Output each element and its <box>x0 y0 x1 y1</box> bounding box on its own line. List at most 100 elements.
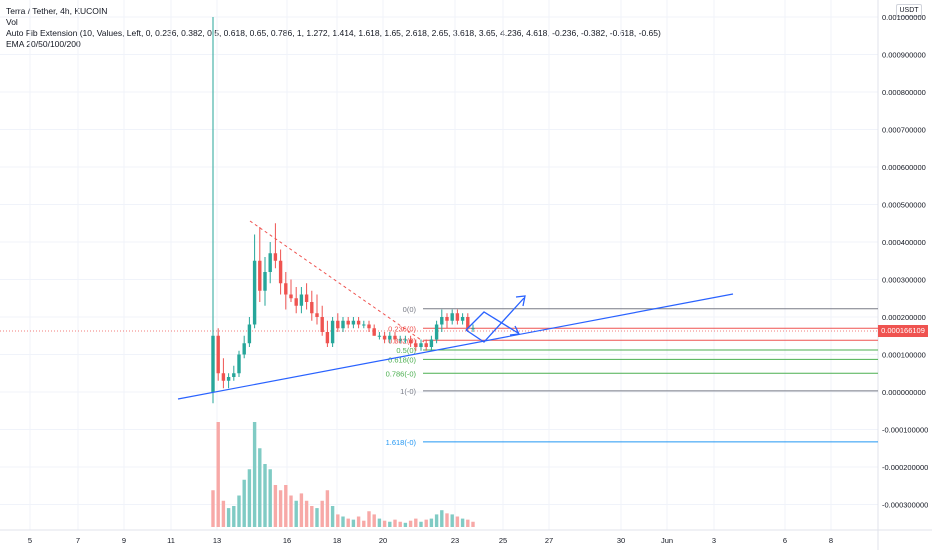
y-tick-label: 0.000200000 <box>882 313 926 322</box>
fib-level-label: 0.236(0) <box>388 324 416 333</box>
volume-bar <box>247 469 252 527</box>
legend-fib[interactable]: Auto Fib Extension (10, Values, Left, 0,… <box>6 28 661 38</box>
y-tick-label: -0.000100000 <box>882 426 928 435</box>
y-tick-label: -0.000200000 <box>882 463 928 472</box>
projection-path-up <box>465 297 525 343</box>
fib-level-label: 0.5(0) <box>396 346 416 355</box>
volume-bar <box>299 493 304 527</box>
candle-body <box>460 317 465 321</box>
x-tick-label: Jun <box>661 536 673 545</box>
candle-body <box>289 294 293 299</box>
fib-level-label: 1.618(-0) <box>386 438 417 447</box>
volume-bar <box>455 516 460 527</box>
volume-bar <box>294 500 298 527</box>
candle-body <box>237 354 241 374</box>
volume-bar <box>232 506 236 527</box>
descending-dashed-line <box>249 220 425 343</box>
volume-bar <box>258 448 262 527</box>
volume-bar <box>466 519 470 527</box>
candle-body <box>258 260 262 291</box>
legend-symbol[interactable]: Terra / Tether, 4h, KUCOIN <box>6 6 108 16</box>
candle-body <box>362 324 366 326</box>
arrow-head-down <box>509 325 520 336</box>
fib-level-label: 0.786(-0) <box>386 369 417 378</box>
candle-body <box>419 343 423 347</box>
chart-legend: Terra / Tether, 4h, KUCOIN Vol Auto Fib … <box>6 6 661 50</box>
volume-bar <box>414 518 418 527</box>
volume-bar <box>440 510 444 527</box>
volume-bar <box>304 500 309 527</box>
volume-bar <box>330 506 335 527</box>
y-tick-label: 0.000400000 <box>882 238 926 247</box>
x-tick-label: 3 <box>712 536 716 545</box>
volume-bar <box>346 518 350 527</box>
volume-bar <box>398 521 402 527</box>
candle-body <box>450 313 454 321</box>
candle-body <box>403 339 408 341</box>
volume-bar <box>377 518 382 527</box>
x-tick-label: 13 <box>213 536 221 545</box>
volume-bar <box>278 490 283 527</box>
volume-bar <box>429 518 434 527</box>
candle-body <box>325 332 330 344</box>
candle-body <box>299 294 304 306</box>
volume-bar <box>226 508 231 527</box>
candle-body <box>351 320 356 325</box>
fib-level-label: 0.618(0) <box>388 355 416 364</box>
volume-bar <box>273 485 278 527</box>
y-tick-label: -0.000300000 <box>882 501 928 510</box>
volume-bar <box>325 490 330 527</box>
candle-body <box>310 302 314 314</box>
currency-unit-badge[interactable]: USDT <box>896 4 922 17</box>
volume-bar <box>424 519 428 527</box>
x-tick-label: 18 <box>333 536 341 545</box>
candle-body <box>216 335 220 374</box>
x-tick-label: 5 <box>28 536 32 545</box>
candle-body <box>429 339 434 347</box>
legend-volume[interactable]: Vol <box>6 17 18 27</box>
y-tick-label: 0.000700000 <box>882 126 926 135</box>
volume-bar <box>336 514 340 527</box>
x-tick-label: 11 <box>167 536 175 545</box>
y-tick-label: 0.000100000 <box>882 351 926 360</box>
x-tick-label: 25 <box>499 536 507 545</box>
candle-body <box>440 317 444 325</box>
candle-body <box>268 253 272 272</box>
candle-body <box>263 272 267 291</box>
candle-body <box>232 373 236 377</box>
volume-bar <box>242 479 246 527</box>
volume-bar <box>362 520 366 527</box>
volume-bar <box>315 508 319 527</box>
x-tick-label: 9 <box>122 536 126 545</box>
arrow-head-up <box>515 295 526 307</box>
volume-bar <box>434 514 439 527</box>
volume-bar <box>216 422 220 527</box>
ascending-trendline <box>177 293 734 400</box>
legend-ema[interactable]: EMA 20/50/100/200 <box>6 39 81 49</box>
candle-body <box>445 317 449 321</box>
y-tick-label: 0.000800000 <box>882 88 926 97</box>
candle-body <box>320 317 324 332</box>
candle-body <box>346 320 350 325</box>
candle-body <box>315 313 319 317</box>
y-tick-label: 0.000000000 <box>882 388 926 397</box>
volume-bar <box>268 469 272 527</box>
x-tick-label: 27 <box>545 536 553 545</box>
candle-body <box>284 283 288 295</box>
volume-bar <box>237 495 241 527</box>
x-tick-label: 8 <box>829 536 833 545</box>
candle-body <box>211 335 215 392</box>
volume-bar <box>263 464 267 527</box>
volume-bar <box>471 521 475 527</box>
volume-bar <box>211 490 215 527</box>
volume-bar <box>388 521 392 527</box>
y-tick-label: 0.001000000 <box>882 13 926 22</box>
candle-body <box>336 320 340 329</box>
candle-body <box>341 320 345 329</box>
last-price-tag: 0.000166109 <box>878 325 928 337</box>
candle-body <box>294 298 298 306</box>
volume-bar <box>460 518 465 527</box>
volume-bar <box>445 513 449 527</box>
candle-body <box>273 253 278 261</box>
